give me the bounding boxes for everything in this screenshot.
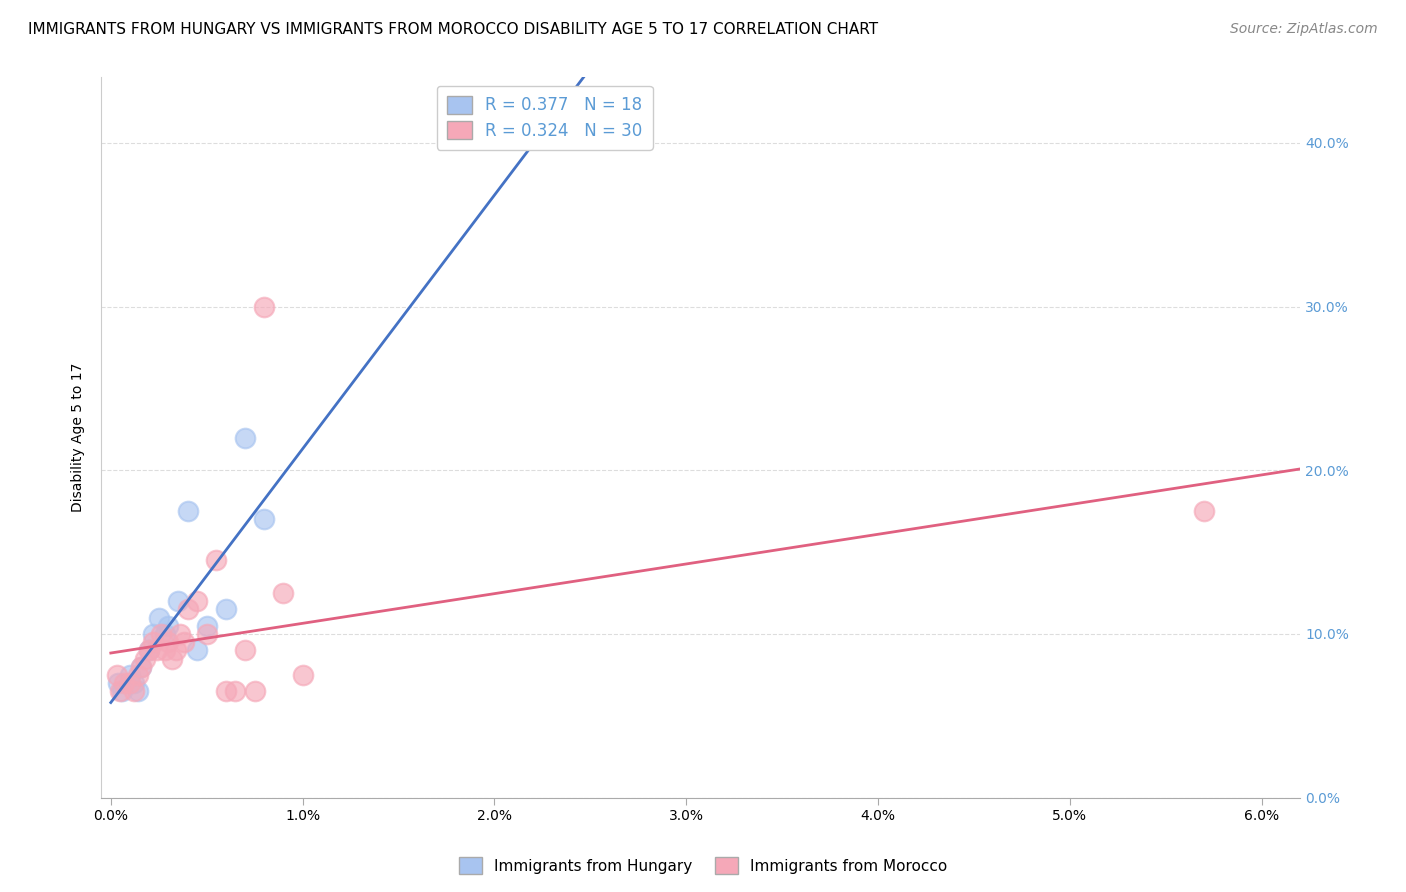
Point bbox=[186, 643, 208, 657]
Point bbox=[110, 684, 132, 698]
Point bbox=[131, 659, 153, 673]
Point bbox=[224, 684, 246, 698]
Point bbox=[122, 676, 145, 690]
Point bbox=[157, 619, 180, 633]
Point bbox=[153, 643, 176, 657]
Text: Source: ZipAtlas.com: Source: ZipAtlas.com bbox=[1230, 22, 1378, 37]
Point bbox=[160, 651, 183, 665]
Point bbox=[118, 668, 141, 682]
Point bbox=[138, 643, 160, 657]
Point bbox=[233, 643, 256, 657]
Point bbox=[215, 602, 238, 616]
Point bbox=[148, 610, 170, 624]
Point bbox=[195, 627, 218, 641]
Y-axis label: Disability Age 5 to 17: Disability Age 5 to 17 bbox=[72, 363, 86, 512]
Point bbox=[146, 643, 169, 657]
Point bbox=[173, 635, 195, 649]
Point bbox=[127, 684, 149, 698]
Point bbox=[233, 431, 256, 445]
Point bbox=[243, 684, 266, 698]
Point bbox=[195, 619, 218, 633]
Point bbox=[1192, 504, 1215, 518]
Point bbox=[273, 586, 295, 600]
Point bbox=[122, 684, 145, 698]
Point bbox=[253, 512, 276, 526]
Point bbox=[111, 684, 134, 698]
Point bbox=[215, 684, 238, 698]
Point bbox=[142, 627, 165, 641]
Text: IMMIGRANTS FROM HUNGARY VS IMMIGRANTS FROM MOROCCO DISABILITY AGE 5 TO 17 CORREL: IMMIGRANTS FROM HUNGARY VS IMMIGRANTS FR… bbox=[28, 22, 879, 37]
Point bbox=[165, 643, 187, 657]
Point bbox=[142, 635, 165, 649]
Legend: Immigrants from Hungary, Immigrants from Morocco: Immigrants from Hungary, Immigrants from… bbox=[453, 851, 953, 880]
Point bbox=[138, 643, 160, 657]
Point bbox=[131, 659, 153, 673]
Point bbox=[253, 300, 276, 314]
Point bbox=[157, 635, 180, 649]
Point bbox=[118, 676, 141, 690]
Point bbox=[149, 627, 172, 641]
Point bbox=[176, 602, 198, 616]
Point bbox=[105, 668, 128, 682]
Point bbox=[205, 553, 228, 567]
Point bbox=[291, 668, 314, 682]
Legend: R = 0.377   N = 18, R = 0.324   N = 30: R = 0.377 N = 18, R = 0.324 N = 30 bbox=[437, 86, 652, 150]
Point bbox=[167, 594, 190, 608]
Point bbox=[186, 594, 208, 608]
Point bbox=[169, 627, 191, 641]
Point bbox=[134, 651, 156, 665]
Point bbox=[112, 676, 135, 690]
Point bbox=[127, 668, 149, 682]
Point bbox=[107, 676, 129, 690]
Point bbox=[176, 504, 198, 518]
Point bbox=[153, 627, 176, 641]
